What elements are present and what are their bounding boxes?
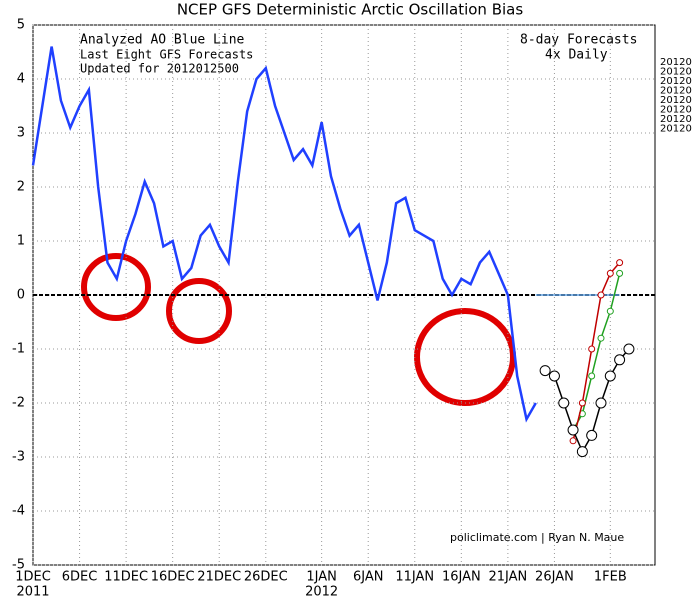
x-tick-label: 16JAN	[442, 570, 481, 585]
legend-label: 20120	[660, 95, 692, 106]
legend-label: 20120	[660, 57, 692, 68]
x-tick-label: 26DEC	[244, 570, 288, 585]
annotation: Updated for 2012012500	[80, 62, 239, 76]
year-label: 2011	[16, 585, 49, 600]
forecast-marker	[558, 397, 570, 409]
forecast-marker	[539, 365, 551, 377]
y-tick-label: -5	[12, 558, 25, 573]
legend-label: 20120	[660, 114, 692, 125]
y-tick-label: 4	[17, 72, 25, 87]
y-tick-label: -4	[12, 504, 25, 519]
legend-label: 20120	[660, 86, 692, 97]
annotation: Last Eight GFS Forecasts	[80, 48, 253, 62]
chart-title: NCEP GFS Deterministic Arctic Oscillatio…	[177, 1, 524, 19]
forecast-marker	[606, 269, 614, 277]
forecast-marker	[623, 343, 635, 355]
series-line	[544, 348, 630, 454]
legend-label: 20120	[660, 105, 692, 116]
legend-label: 20120	[660, 67, 692, 78]
x-tick-label: 21JAN	[488, 570, 527, 585]
x-tick-label: 21DEC	[197, 570, 241, 585]
forecast-marker	[614, 354, 626, 366]
forecast-marker	[595, 397, 607, 409]
forecast-marker	[567, 424, 579, 436]
x-tick-label: 26JAN	[535, 570, 574, 585]
x-tick-label: 11DEC	[104, 570, 148, 585]
credit: policlimate.com | Ryan N. Maue	[450, 531, 624, 544]
x-tick-label: 16DEC	[151, 570, 195, 585]
forecast-marker	[606, 307, 614, 315]
forecast-marker	[597, 334, 605, 342]
y-tick-label: 5	[17, 18, 25, 33]
y-tick-label: 2	[17, 180, 25, 195]
forecast-marker	[604, 370, 616, 382]
legend-label: 20120	[660, 124, 692, 135]
x-tick-label: 1JAN	[306, 570, 337, 585]
y-tick-label: 3	[17, 126, 25, 141]
y-tick-label: -2	[12, 396, 25, 411]
forecast-marker	[576, 446, 588, 458]
forecast-marker	[616, 269, 624, 277]
x-tick-label: 1DEC	[15, 570, 51, 585]
series-line	[572, 273, 621, 431]
legend-label: 20120	[660, 76, 692, 87]
forecast-marker	[569, 437, 577, 445]
x-tick-label: 6DEC	[62, 570, 98, 585]
y-tick-label: 1	[17, 234, 25, 249]
forecast-marker	[588, 345, 596, 353]
year-label: 2012	[305, 585, 338, 600]
forecast-marker	[548, 370, 560, 382]
annotation: 4x Daily	[545, 48, 608, 63]
highlight-circles	[81, 253, 516, 406]
y-tick-label: -1	[12, 342, 25, 357]
series-line	[572, 262, 621, 441]
x-tick-label: 11JAN	[395, 570, 434, 585]
x-tick-label: 1FEB	[594, 570, 627, 585]
forecast-marker	[597, 291, 605, 299]
y-tick-label: 0	[17, 288, 25, 303]
forecast-marker	[578, 399, 586, 407]
annotation: Analyzed AO Blue Line	[80, 33, 245, 48]
series-line	[31, 46, 537, 423]
y-tick-label: -3	[12, 450, 25, 465]
forecast-marker	[616, 259, 624, 267]
forecast-marker	[588, 372, 596, 380]
x-tick-label: 6JAN	[353, 570, 384, 585]
forecast-marker	[586, 429, 598, 441]
annotation: 8-day Forecasts	[520, 33, 637, 48]
